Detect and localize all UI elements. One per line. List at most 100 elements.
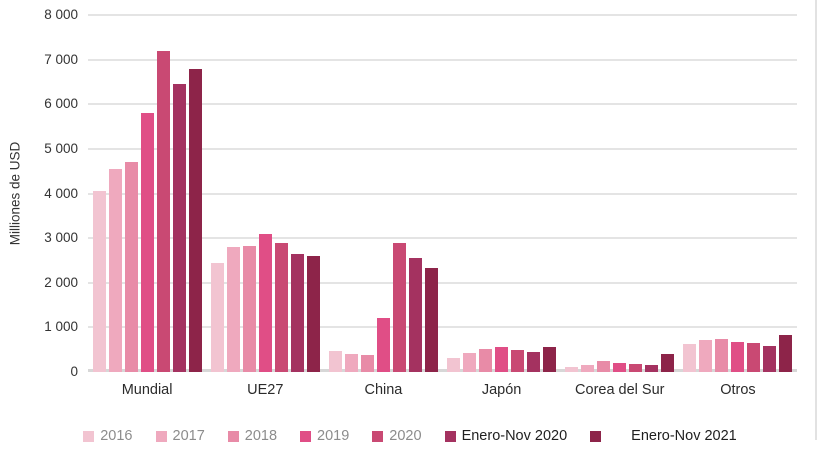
x-label-china: China bbox=[364, 382, 403, 398]
bar-2017-china bbox=[344, 354, 358, 372]
bar-2019-china bbox=[376, 318, 390, 372]
legend-swatch-2017 bbox=[155, 430, 167, 442]
bar-2020-corea-del-sur bbox=[629, 364, 643, 372]
legend-item-2017: 2017 bbox=[155, 428, 205, 444]
legend-swatch-enero-nov-2021 bbox=[590, 430, 602, 442]
plot-right-border bbox=[815, 0, 817, 440]
legend-swatch-2016 bbox=[83, 430, 95, 442]
gridline-5000 bbox=[88, 147, 797, 150]
bar-enero-nov-2020-otros bbox=[763, 346, 777, 372]
plot-area bbox=[88, 14, 797, 372]
legend-swatch-2018 bbox=[227, 430, 239, 442]
bar-enero-nov-2021-china bbox=[424, 268, 438, 372]
bar-2017-mundial bbox=[108, 169, 122, 372]
bar-2018-china bbox=[360, 355, 374, 372]
x-label-mundial: Mundial bbox=[121, 382, 173, 398]
bar-enero-nov-2021-corea-del-sur bbox=[661, 354, 675, 372]
x-label-japón: Japón bbox=[481, 382, 522, 398]
y-tick-label-7000: 7 000 bbox=[44, 51, 78, 67]
y-tick-label-8000: 8 000 bbox=[44, 7, 78, 22]
bar-2020-ue27 bbox=[274, 243, 288, 372]
gridline-2000 bbox=[88, 281, 797, 284]
legend-item-2019: 2019 bbox=[300, 428, 349, 444]
gridline-7000 bbox=[88, 58, 797, 61]
bar-2020-otros bbox=[747, 343, 761, 372]
y-tick-label-6000: 6 000 bbox=[44, 96, 78, 112]
bar-enero-nov-2021-mundial bbox=[188, 69, 202, 372]
legend-item-enero-nov-2021: Enero-Nov 2021 bbox=[590, 428, 737, 444]
x-label-corea-del-sur: Corea del Sur bbox=[575, 382, 665, 398]
bar-groups-row bbox=[88, 15, 797, 372]
legend-label-2016: 2016 bbox=[100, 428, 133, 444]
legend-item-2018: 2018 bbox=[227, 428, 278, 444]
legend-swatch-enero-nov-2020 bbox=[444, 430, 456, 442]
bar-2017-ue27 bbox=[226, 247, 240, 372]
bar-2019-otros bbox=[731, 342, 745, 372]
bar-enero-nov-2020-corea-del-sur bbox=[645, 365, 659, 372]
gridline-1000 bbox=[88, 326, 797, 329]
bar-2018-corea-del-sur bbox=[597, 361, 611, 372]
x-label-otros: Otros bbox=[720, 382, 756, 398]
x-axis-category-labels: Mundial UE27 China Japón Corea del Sur Otros bbox=[88, 382, 797, 398]
bar-enero-nov-2020-mundial bbox=[172, 84, 186, 372]
y-tick-label-5000: 5 000 bbox=[44, 140, 78, 156]
bar-2016-ue27 bbox=[210, 263, 224, 372]
bar-2018-otros bbox=[715, 339, 729, 372]
legend-label-enero-nov-2020: Enero-Nov 2020 bbox=[461, 428, 568, 444]
bar-2016-china bbox=[328, 351, 342, 372]
bar-2019-mundial bbox=[140, 113, 154, 372]
y-tick-label-0: 0 bbox=[70, 364, 78, 379]
bar-2020-mundial bbox=[156, 51, 170, 372]
y-tick-label-2000: 2 000 bbox=[44, 274, 78, 290]
legend-label-enero-nov-2021: Enero-Nov 2021 bbox=[631, 428, 737, 444]
bar-enero-nov-2021-japón bbox=[543, 347, 557, 372]
y-tick-label-4000: 4 000 bbox=[44, 185, 78, 201]
legend-item-enero-nov-2020: Enero-Nov 2020 bbox=[444, 428, 568, 444]
bar-2020-china bbox=[392, 243, 406, 372]
gridline-8000 bbox=[88, 14, 797, 16]
y-tick-label-1000: 1 000 bbox=[44, 319, 78, 335]
bar-group-china bbox=[328, 243, 438, 372]
bar-2016-mundial bbox=[92, 191, 106, 372]
bar-2017-japón bbox=[463, 353, 477, 372]
y-axis-tick-labels: 0 1 000 2 000 3 000 4 000 5 000 6 000 7 000 8 00… bbox=[0, 7, 78, 379]
bar-2016-japón bbox=[447, 358, 461, 372]
bar-2016-otros bbox=[683, 344, 697, 372]
bar-group-otros bbox=[683, 335, 793, 372]
bar-group-japón bbox=[447, 347, 557, 372]
bar-2019-corea-del-sur bbox=[613, 363, 627, 372]
bar-2018-mundial bbox=[124, 162, 138, 372]
legend-label-2018: 2018 bbox=[244, 428, 278, 444]
bar-enero-nov-2021-otros bbox=[779, 335, 793, 372]
bar-enero-nov-2020-japón bbox=[527, 352, 541, 372]
bar-2016-corea-del-sur bbox=[565, 367, 579, 372]
legend-label-2017: 2017 bbox=[172, 428, 205, 444]
bar-enero-nov-2020-china bbox=[408, 258, 422, 372]
x-axis-baseline bbox=[88, 369, 797, 372]
legend-item-2016: 2016 bbox=[83, 428, 133, 444]
x-label-ue27: UE27 bbox=[247, 382, 284, 398]
bar-2018-japón bbox=[479, 349, 493, 372]
bar-group-mundial bbox=[92, 51, 202, 372]
legend-swatch-2020 bbox=[372, 430, 384, 442]
gridline-3000 bbox=[88, 237, 797, 240]
bar-enero-nov-2021-ue27 bbox=[306, 256, 320, 372]
bar-2018-ue27 bbox=[242, 246, 256, 372]
bar-enero-nov-2020-ue27 bbox=[290, 254, 304, 372]
bar-2017-corea-del-sur bbox=[581, 365, 595, 372]
bar-group-ue27 bbox=[210, 234, 320, 372]
bar-2019-japón bbox=[495, 347, 509, 372]
legend-swatch-2019 bbox=[300, 430, 312, 442]
gridline-4000 bbox=[88, 192, 797, 195]
gridline-6000 bbox=[88, 103, 797, 106]
legend-item-2020: 2020 bbox=[372, 428, 422, 444]
bar-group-corea-del-sur bbox=[565, 354, 675, 372]
legend-label-2019: 2019 bbox=[317, 428, 350, 444]
bar-2020-japón bbox=[511, 350, 525, 372]
bar-2019-ue27 bbox=[258, 234, 272, 372]
legend: 2016 2017 2018 2019 2020 Enero-Nov 2020 Enero-… bbox=[0, 428, 820, 444]
y-tick-label-3000: 3 000 bbox=[44, 230, 78, 246]
legend-label-2020: 2020 bbox=[389, 428, 422, 444]
bar-2017-otros bbox=[699, 340, 713, 372]
